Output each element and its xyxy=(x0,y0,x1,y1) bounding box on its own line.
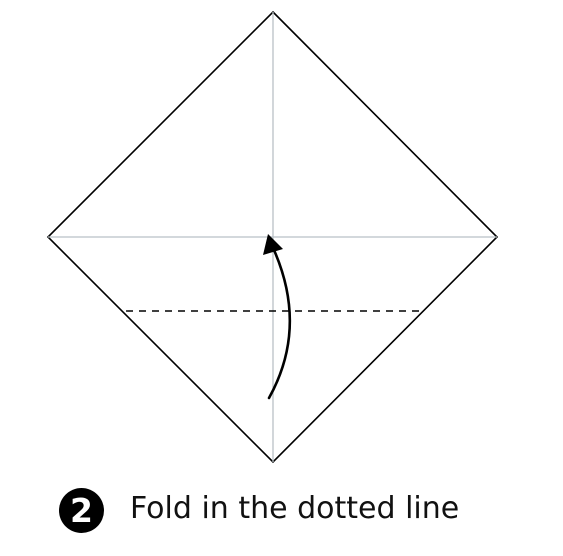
arrow-head-icon xyxy=(263,234,283,255)
step-instruction: Fold in the dotted line xyxy=(130,491,460,526)
fold-arrow xyxy=(267,248,292,400)
step-number-badge: 2 xyxy=(59,488,104,533)
